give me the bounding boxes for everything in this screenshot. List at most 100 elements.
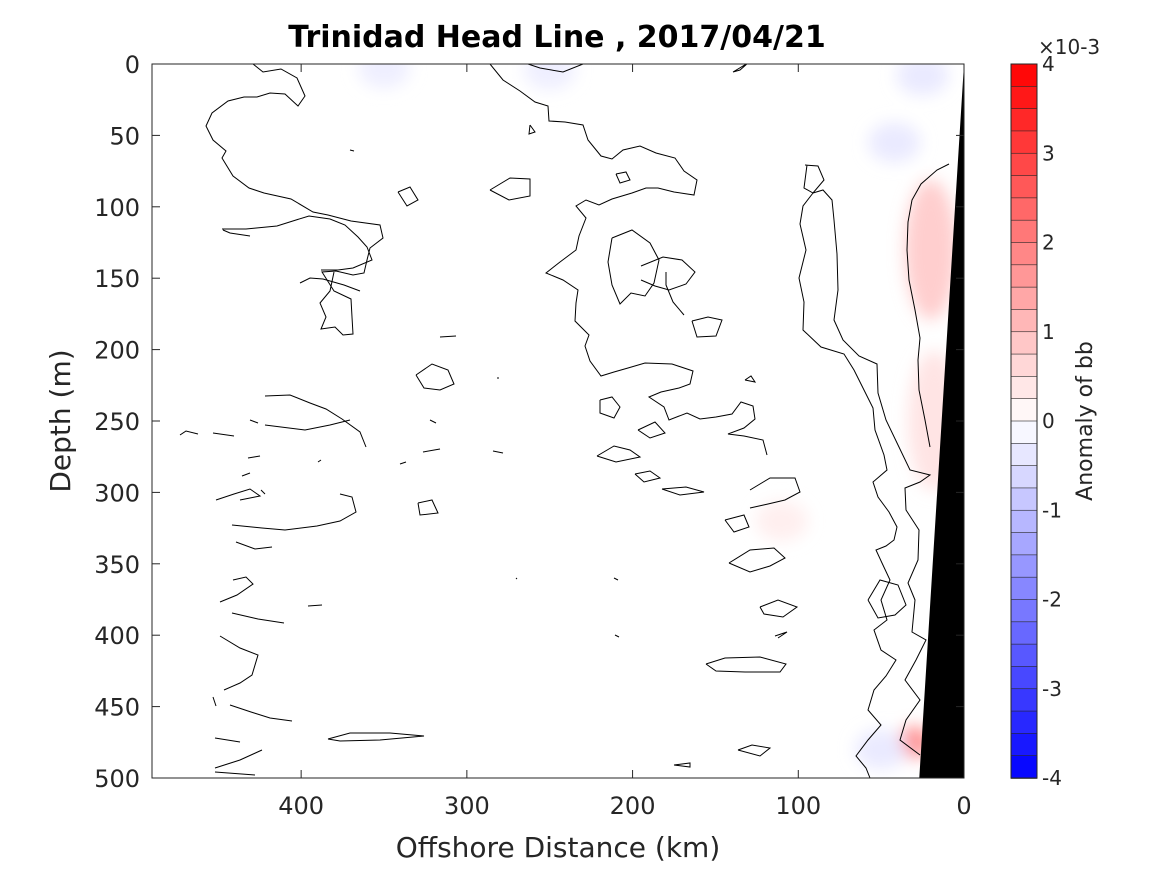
colorbar-tick-label: -3 [1042, 677, 1062, 701]
y-tick-label: 450 [94, 694, 140, 722]
colorbar-band [1010, 86, 1038, 110]
contour-line-slope [798, 192, 898, 778]
colorbar-band [1010, 286, 1038, 311]
contour-line-tiny-5 [613, 577, 619, 581]
colorbar-band [1010, 420, 1038, 445]
contour-line-tiny-7 [399, 461, 407, 465]
colorbar-band [1010, 264, 1038, 288]
contour-line-tiny-18 [422, 448, 441, 453]
colorbar-band [1010, 398, 1038, 422]
colorbar-band [1010, 219, 1038, 244]
anomaly-patch [755, 500, 808, 541]
contour-line-west-l [214, 737, 241, 743]
contour-line-west-c [264, 394, 367, 448]
contour-line-upper-center [527, 64, 584, 73]
contour-line-island-21 [867, 579, 907, 619]
plot-area [151, 63, 965, 779]
colorbar-band [1010, 643, 1038, 668]
colorbar-band [1010, 509, 1038, 534]
zero-contour-lines [179, 64, 950, 778]
contour-line-west-k [229, 704, 293, 722]
contour-line-island-12 [749, 477, 801, 509]
colorbar-tick-label: 2 [1042, 231, 1055, 255]
anomaly-patch [855, 729, 908, 770]
contour-line-west-b [299, 277, 361, 292]
colorbar-band [1010, 733, 1038, 757]
contour-line-island-19 [774, 631, 788, 639]
contour-line-tiny-14 [307, 604, 323, 607]
y-tick-label: 0 [125, 51, 140, 79]
contour-line-tiny-8 [249, 419, 259, 424]
contour-line-island-6 [665, 272, 685, 316]
x-tick-label: 0 [956, 792, 971, 820]
colorbar-tick-label: -2 [1042, 588, 1062, 612]
colorbar-band [1010, 63, 1038, 88]
y-axis-title: Depth (m) [44, 349, 77, 492]
y-tick-label: 150 [94, 265, 140, 293]
contour-line-island-3 [489, 177, 531, 201]
colorbar-band [1010, 108, 1038, 132]
colorbar-ticks: 4 3 2 1 0 -1 -2 -3 -4 [1042, 52, 1062, 790]
contour-line-island-7 [691, 316, 723, 338]
contour-line-tiny-13 [260, 489, 266, 495]
colorbar-band [1010, 755, 1038, 779]
contour-line-tiny-16 [429, 419, 437, 424]
colorbar-band [1010, 554, 1038, 578]
anomaly-patch [868, 122, 921, 163]
contour-line-island-20 [744, 375, 757, 383]
colorbar-exponent: ×10-3 [1038, 35, 1100, 59]
contour-line-island-8 [596, 445, 642, 463]
contour-line-tiny-4 [515, 577, 518, 580]
y-tick-label: 500 [94, 765, 140, 793]
contour-line-coast [906, 163, 950, 448]
colorbar-band [1010, 376, 1038, 400]
colorbar-band [1010, 710, 1038, 735]
contour-line-island-4 [607, 229, 660, 305]
x-tick-label: 400 [278, 792, 324, 820]
colorbar-band [1010, 130, 1038, 155]
contour-line-slope-inner [812, 189, 932, 756]
y-tick-label: 400 [94, 622, 140, 650]
contour-line-island-25 [732, 64, 748, 73]
y-tick-label: 200 [94, 337, 140, 365]
contour-line-island-1 [415, 363, 455, 391]
contour-line-tiny-17 [492, 450, 504, 454]
contour-line-island-14 [728, 547, 786, 573]
colorbar-band [1010, 242, 1038, 266]
chart-title: Trinidad Head Line , 2017/04/21 [288, 20, 825, 55]
colorbar-band [1010, 532, 1038, 556]
colorbar-band [1010, 666, 1038, 690]
contour-line-tiny-6 [614, 634, 620, 638]
colorbar-tick-label: -4 [1042, 766, 1062, 790]
colorbar-band [1010, 309, 1038, 333]
contour-line-west-i [231, 612, 285, 624]
colorbar-tick-label: 3 [1042, 141, 1055, 165]
x-axis-title: Offshore Distance (km) [396, 831, 721, 864]
contour-line-west-f [231, 493, 357, 531]
contour-line-island-11 [661, 486, 705, 496]
colorbar-band [1010, 175, 1038, 199]
contour-line-west-n [214, 771, 256, 776]
contour-line-long-lens [327, 732, 425, 742]
contour-line-west-a [222, 215, 373, 271]
colorbar-tick-label: 0 [1042, 409, 1055, 433]
colorbar-band [1010, 688, 1038, 712]
colorbar-band [1010, 152, 1038, 177]
anomaly-patch [896, 64, 949, 96]
contour-line-island-18 [673, 762, 691, 768]
contour-line-island-15 [759, 599, 799, 618]
y-tick-label: 250 [94, 408, 140, 436]
y-tick-label: 300 [94, 479, 140, 507]
contour-line-tiny-11 [247, 455, 261, 459]
contour-line-tiny-2 [317, 459, 322, 463]
colorbar-frame [1010, 63, 1038, 779]
contour-line-west-d [264, 419, 351, 431]
bathymetry-shelf [919, 64, 964, 778]
colorbar: 4 3 2 1 0 -1 -2 -3 -4 ×10-3 Anomaly of bb [1010, 35, 1100, 790]
anomaly-patch [904, 179, 957, 320]
anomaly-patch [523, 64, 576, 90]
contour-line-west-m [214, 749, 263, 769]
contour-line-island-16 [705, 656, 787, 673]
contour-line-tiny-10 [212, 432, 235, 437]
